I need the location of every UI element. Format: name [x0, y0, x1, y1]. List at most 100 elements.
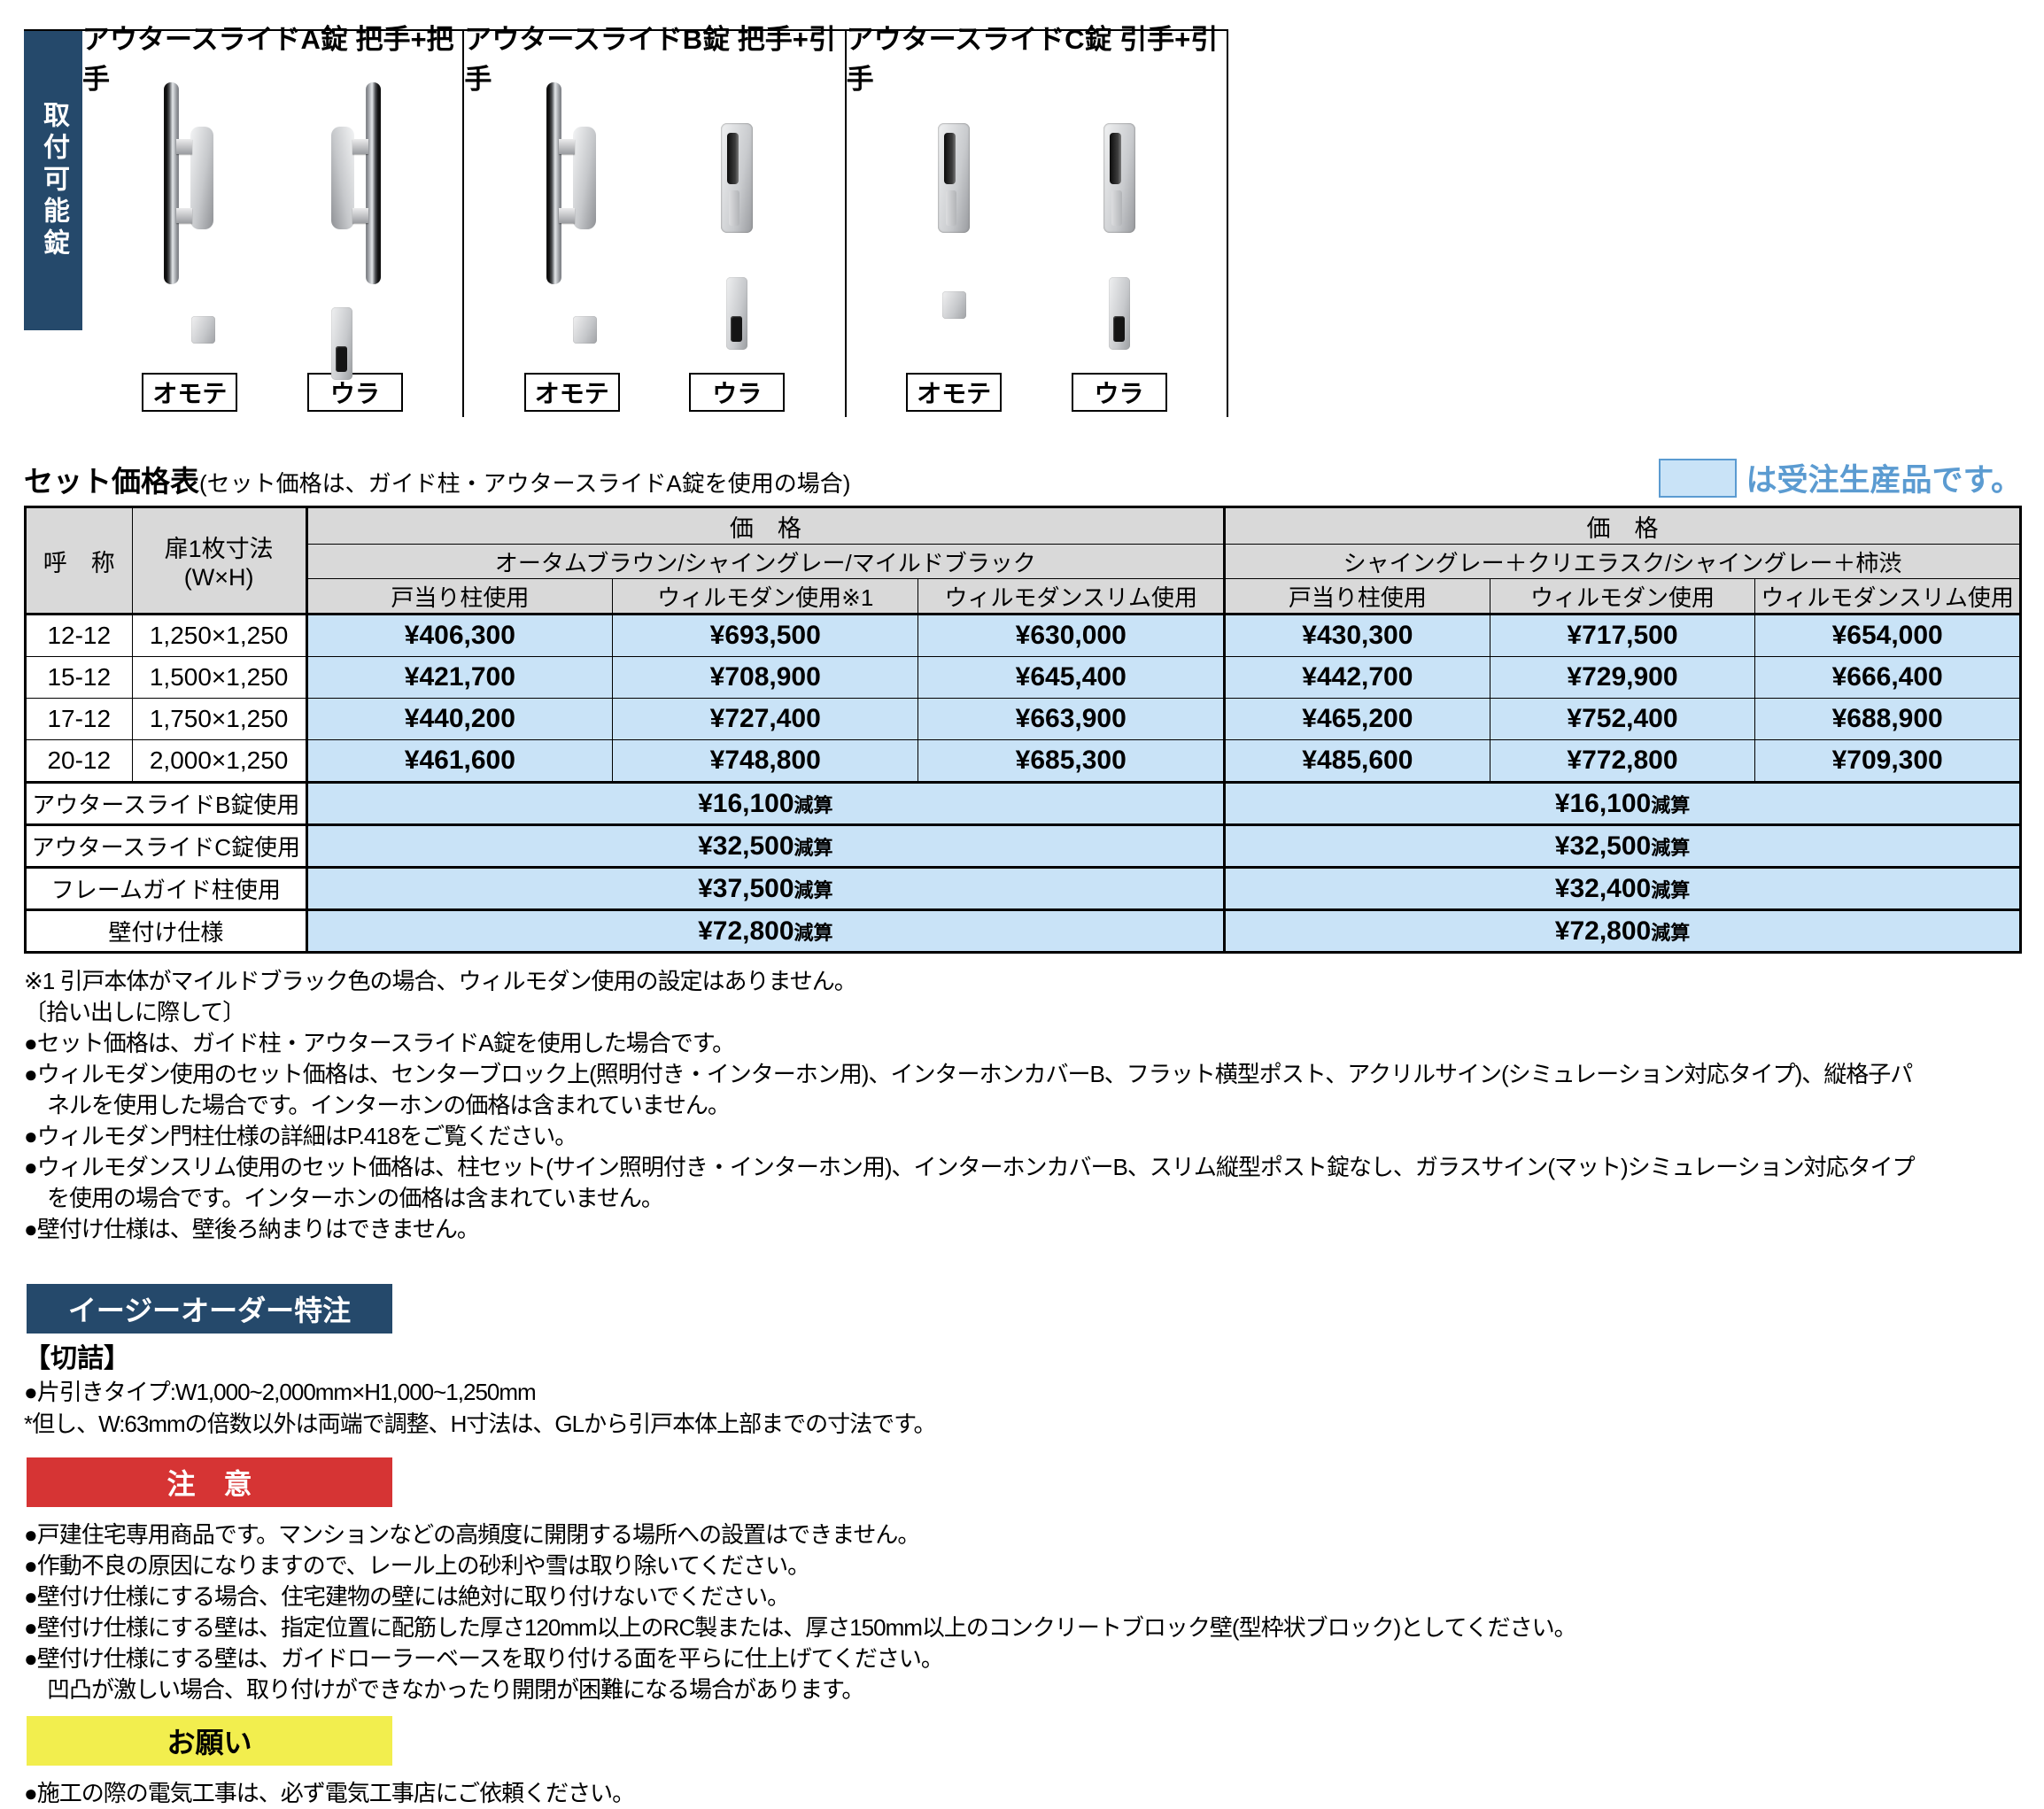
deduction-cell: ¥16,100減算 [305, 781, 1226, 825]
price-cell: ¥709,300 [1754, 739, 2021, 783]
lock-panel-a-title: アウタースライドA錠 把手+把手 [82, 24, 454, 95]
deduction-cell: ¥16,100減算 [1223, 781, 2021, 825]
lock-c-front-unit: オモテ [896, 82, 1011, 412]
col-header-price-left: 価 格 [305, 506, 1226, 545]
sub-header: ウィルモダン使用 [1489, 578, 1756, 615]
price-cell: ¥442,700 [1223, 656, 1490, 699]
price-cell: ¥688,900 [1754, 698, 2021, 740]
latch-plate-icon [573, 316, 598, 344]
price-cell: ¥772,800 [1489, 739, 1756, 783]
color-group-right-header: シャイングレー＋クリエラスク/シャイングレー＋柿渋 [1223, 544, 2021, 579]
price-table-title-note: (セット価格は、ガイド柱・アウタースライドA錠を使用の場合) [199, 470, 851, 497]
made-to-order-legend: は受注生産品です。 [1659, 455, 2022, 500]
installable-locks-tab-label: 取付可能錠 [39, 101, 68, 260]
sub-header: 戸当り柱使用 [305, 578, 614, 615]
lock-panel-c: アウタースライドC錠 引手+引手 オモテ ウ [847, 24, 1228, 417]
installable-locks-tab: 取付可能錠 [24, 31, 82, 330]
price-table-title-main: セット価格表 [24, 465, 199, 498]
price-cell: ¥663,900 [917, 698, 1226, 740]
option-label-cell: アウタースライドB錠使用 [25, 781, 307, 825]
bar-handle-icon [322, 82, 388, 284]
bar-handle-front-image [157, 82, 222, 367]
size-name-cell: 17-12 [25, 698, 133, 740]
table-row: 15-12 1,500×1,250 ¥421,700 ¥708,900 ¥645… [25, 656, 2021, 699]
latch-plate-icon [190, 316, 215, 344]
col-header-price-right: 価 格 [1223, 506, 2021, 545]
lock-c-back-unit: ウラ [1062, 82, 1177, 412]
price-cell: ¥717,500 [1489, 614, 1756, 657]
price-cell: ¥729,900 [1489, 656, 1756, 699]
table-row: 17-12 1,750×1,250 ¥440,200 ¥727,400 ¥663… [25, 698, 2021, 740]
caution-notes: ●戸建住宅専用商品です。マンションなどの高頻度に開閉する場所への設置はできません… [24, 1519, 2022, 1705]
note-line: ●壁付け仕様は、壁後ろ納まりはできません。 [24, 1216, 480, 1242]
lock-a-front-unit: オモテ [132, 82, 247, 412]
price-cell: ¥752,400 [1489, 698, 1756, 740]
deduction-cell: ¥32,400減算 [1223, 866, 2021, 910]
easy-order-band: イージーオーダー特注 [27, 1284, 392, 1334]
bar-handle-back-image [322, 82, 388, 380]
price-cell: ¥485,600 [1223, 739, 1490, 783]
spec-line: *但し、W:63mmの倍数以外は両端で調整、H寸法は、GLから引戸本体上部までの… [24, 1411, 937, 1437]
caution-band-label: 注 意 [166, 1468, 252, 1500]
bar-handle-front-image [539, 82, 605, 367]
caution-line: ●壁付け仕様にする壁は、ガイドローラーベースを取り付ける面を平らに仕上げてくださ… [24, 1645, 944, 1672]
note-line: ●ウィルモダンスリム使用のセット価格は、柱セット(サイン照明付き・インターホン用… [24, 1154, 1916, 1180]
price-cell: ¥748,800 [612, 739, 919, 783]
deduction-cell: ¥72,800減算 [305, 908, 1226, 953]
flush-pull-back-image [1103, 82, 1135, 367]
deduction-cell: ¥37,500減算 [305, 866, 1226, 910]
sub-header: 戸当り柱使用 [1223, 578, 1490, 615]
col-header-size: 扉1枚寸法(W×H) [131, 506, 307, 615]
lock-b-back-unit: ウラ [679, 82, 794, 412]
price-cell: ¥708,900 [612, 656, 919, 699]
caution-line: ●戸建住宅専用商品です。マンションなどの高頻度に開閉する場所への設置はできません… [24, 1521, 920, 1548]
request-band-label: お願い [166, 1727, 252, 1759]
note-line: ●セット価格は、ガイド柱・アウタースライドA錠を使用した場合です。 [24, 1030, 735, 1056]
price-cell: ¥430,300 [1223, 614, 1490, 657]
flush-pull-front-image [938, 82, 971, 367]
note-line: ●ウィルモダン門柱仕様の詳細はP.418をご覧ください。 [24, 1123, 577, 1149]
option-row: 壁付け仕様 ¥72,800減算 ¥72,800減算 [25, 908, 2021, 953]
price-cell: ¥727,400 [612, 698, 919, 740]
easy-order-spec: 【切詰】 ●片引きタイプ:W1,000~2,000mm×H1,000~1,250… [24, 1342, 2022, 1440]
price-cell: ¥465,200 [1223, 698, 1490, 740]
back-side-tag: ウラ [306, 373, 403, 412]
caution-line: ●壁付け仕様にする壁は、指定位置に配筋した厚さ120mm以上のRC製または、厚さ… [24, 1614, 1577, 1641]
size-name-cell: 15-12 [25, 656, 133, 699]
flush-pull-icon [721, 123, 754, 233]
option-row: アウタースライドC錠使用 ¥32,500減算 ¥32,500減算 [25, 823, 2021, 868]
table-row: 20-12 2,000×1,250 ¥461,600 ¥748,800 ¥685… [25, 739, 2021, 783]
latch-plate-icon [941, 291, 966, 319]
door-size-cell: 1,250×1,250 [131, 614, 307, 657]
request-notes: ●施工の際の電気工事は、必ず電気工事店にご依頼ください。 [24, 1778, 2022, 1809]
lock-panel-b: アウタースライドB錠 把手+引手 オモテ [464, 24, 847, 417]
col-header-name: 呼 称 [25, 506, 133, 615]
lock-a-back-unit: ウラ [298, 82, 413, 412]
request-band: お願い [27, 1716, 392, 1766]
note-line: を使用の場合です。インターホンの価格は含まれていません。 [47, 1185, 664, 1211]
lock-panel-b-title: アウタースライドB錠 把手+引手 [464, 24, 836, 95]
option-label-cell: アウタースライドC錠使用 [25, 823, 307, 868]
price-table-title: セット価格表(セット価格は、ガイド柱・アウタースライドA錠を使用の場合) [24, 458, 850, 500]
sub-header: ウィルモダンスリム使用 [917, 578, 1226, 615]
request-line: ●施工の際の電気工事は、必ず電気工事店にご依頼ください。 [24, 1780, 635, 1806]
price-cell: ¥693,500 [612, 614, 919, 657]
price-table-title-row: セット価格表(セット価格は、ガイド柱・アウタースライドA錠を使用の場合) は受注… [24, 452, 2022, 500]
price-cell: ¥666,400 [1754, 656, 2021, 699]
price-cell: ¥461,600 [305, 739, 614, 783]
made-to-order-legend-text: は受注生産品です。 [1746, 463, 2022, 498]
spec-line: ●片引きタイプ:W1,000~2,000mm×H1,000~1,250mm [24, 1379, 537, 1405]
price-cell: ¥406,300 [305, 614, 614, 657]
note-line: ●ウィルモダン使用のセット価格は、センターブロック上(照明付き・インターホン用)… [24, 1061, 1913, 1087]
price-cell: ¥421,700 [305, 656, 614, 699]
deduction-cell: ¥32,500減算 [1223, 823, 2021, 868]
back-side-tag: ウラ [1071, 373, 1167, 412]
flush-pull-icon [938, 123, 971, 233]
option-label-cell: フレームガイド柱使用 [25, 866, 307, 910]
bar-handle-icon [157, 82, 222, 284]
cut-spec-heading: 【切詰】 [24, 1344, 130, 1373]
option-row: アウタースライドB錠使用 ¥16,100減算 ¥16,100減算 [25, 781, 2021, 825]
flush-pull-icon [1103, 123, 1135, 233]
back-side-tag: ウラ [689, 373, 786, 412]
price-notes: ※1 引戸本体がマイルドブラック色の場合、ウィルモダン使用の設定はありません。 … [24, 966, 2022, 1245]
